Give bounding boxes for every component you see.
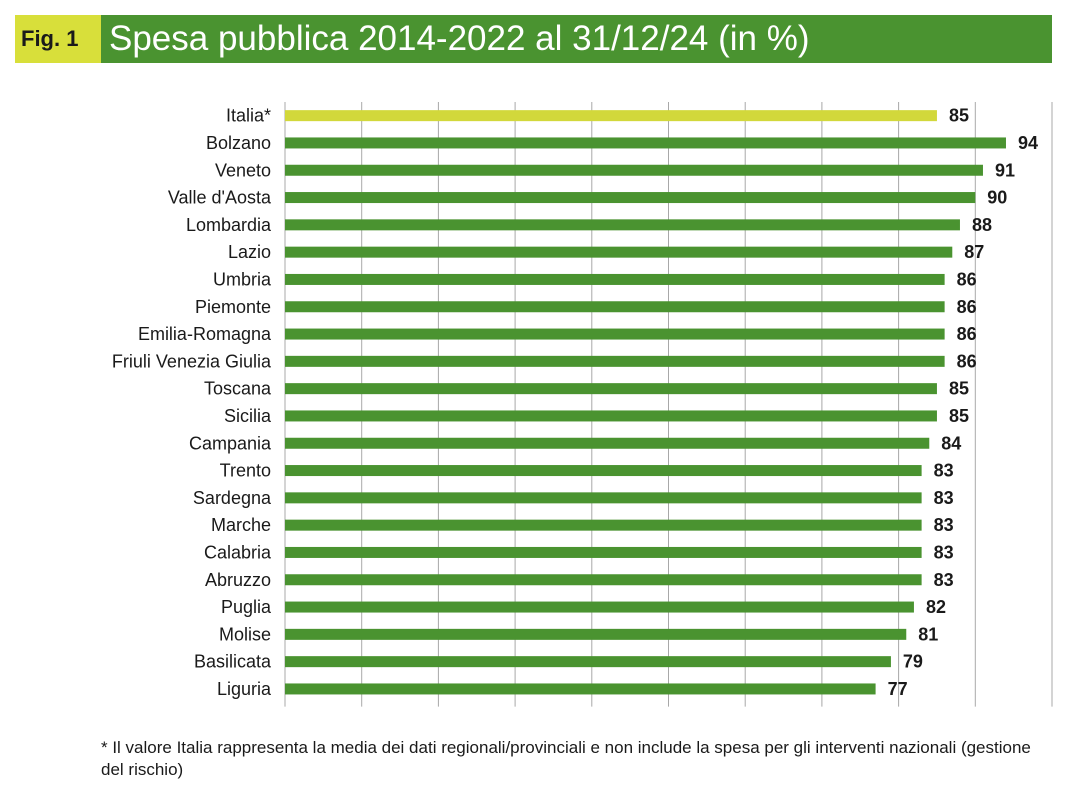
data-label: 83 <box>934 488 954 508</box>
category-label: Friuli Venezia Giulia <box>112 351 272 371</box>
data-label: 82 <box>926 597 946 617</box>
category-label: Toscana <box>204 379 272 399</box>
bar <box>285 465 922 477</box>
data-label: 84 <box>941 433 961 453</box>
bar <box>285 137 1006 149</box>
category-label: Sicilia <box>224 406 272 426</box>
category-label: Italia* <box>226 106 271 126</box>
category-label: Umbria <box>213 269 272 289</box>
data-label: 86 <box>957 297 977 317</box>
data-label: 88 <box>972 215 992 235</box>
bar <box>285 219 960 231</box>
bar <box>285 410 937 422</box>
footnote: * Il valore Italia rappresenta la media … <box>101 738 1031 779</box>
data-label: 90 <box>987 188 1007 208</box>
chart-title: Spesa pubblica 2014-2022 al 31/12/24 (in… <box>101 15 1052 63</box>
bar <box>285 519 922 531</box>
data-label: 83 <box>934 461 954 481</box>
data-label: 79 <box>903 652 923 672</box>
category-label: Calabria <box>204 542 272 562</box>
bar <box>285 628 907 640</box>
category-label: Lombardia <box>186 215 272 235</box>
bar <box>285 683 876 695</box>
category-label: Emilia-Romagna <box>138 324 272 344</box>
bar <box>285 656 891 668</box>
category-label: Trento <box>220 461 271 481</box>
category-label: Marche <box>211 515 271 535</box>
category-label: Liguria <box>217 679 272 699</box>
bar <box>285 273 945 285</box>
category-label: Sardegna <box>193 488 272 508</box>
category-label: Puglia <box>221 597 272 617</box>
bar <box>285 546 922 558</box>
data-label: 81 <box>918 624 938 644</box>
data-label: 86 <box>957 269 977 289</box>
bar <box>285 328 945 340</box>
bar <box>285 301 945 313</box>
category-label: Lazio <box>228 242 271 262</box>
category-label: Veneto <box>215 160 271 180</box>
bar <box>285 355 945 367</box>
category-label: Abruzzo <box>205 570 271 590</box>
data-label: 91 <box>995 160 1015 180</box>
category-label: Campania <box>189 433 272 453</box>
data-label: 85 <box>949 106 969 126</box>
figure-label: Fig. 1 <box>15 15 101 63</box>
data-label: 94 <box>1018 133 1038 153</box>
data-label: 85 <box>949 406 969 426</box>
data-label: 77 <box>888 679 908 699</box>
category-label: Valle d'Aosta <box>168 188 272 208</box>
category-label: Bolzano <box>206 133 271 153</box>
data-label: 83 <box>934 515 954 535</box>
bar <box>285 192 976 204</box>
category-label: Molise <box>219 624 271 644</box>
bar <box>285 383 937 395</box>
category-label: Basilicata <box>194 652 272 672</box>
bar <box>285 110 937 122</box>
category-label: Piemonte <box>195 297 271 317</box>
bar <box>285 574 922 586</box>
data-label: 83 <box>934 570 954 590</box>
data-label: 86 <box>957 324 977 344</box>
data-label: 86 <box>957 351 977 371</box>
data-label: 85 <box>949 379 969 399</box>
data-label: 83 <box>934 542 954 562</box>
bar <box>285 164 983 176</box>
bar <box>285 246 953 258</box>
bar <box>285 492 922 504</box>
bar <box>285 601 914 613</box>
bar <box>285 437 930 449</box>
data-label: 87 <box>964 242 984 262</box>
